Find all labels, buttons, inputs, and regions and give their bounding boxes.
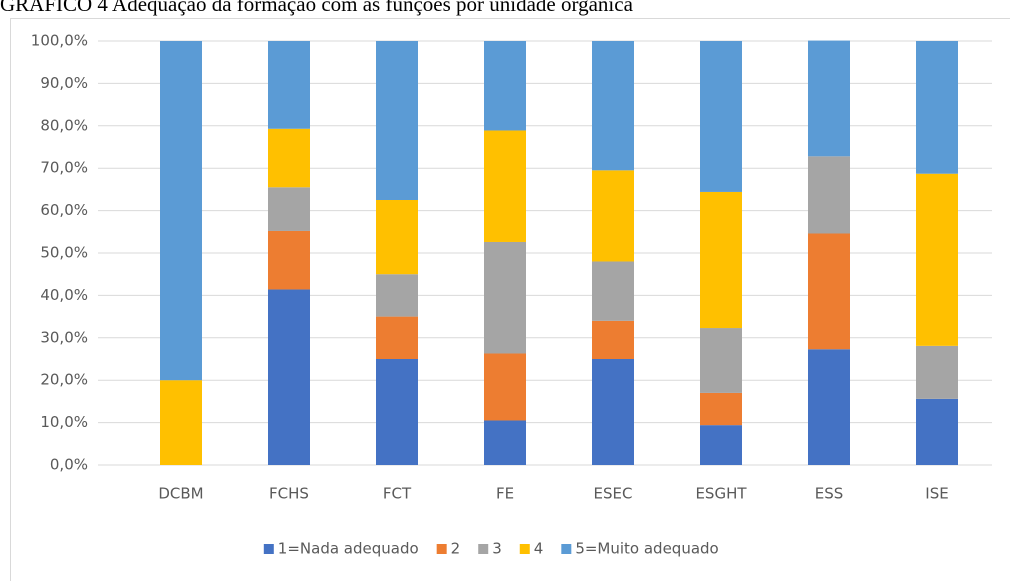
bar-segment (700, 425, 742, 465)
y-tick-label: 30,0% (40, 328, 88, 346)
bar-segment (376, 200, 418, 275)
bar-segment (700, 328, 742, 393)
bar-segment (808, 233, 850, 350)
bar-segment (592, 320, 634, 359)
bar-segment (592, 170, 634, 262)
bar-segment (484, 420, 526, 465)
bar-segment (592, 261, 634, 321)
x-tick-label: FE (496, 485, 514, 503)
bar-segment (268, 41, 310, 129)
y-tick-label: 80,0% (40, 116, 88, 134)
bar-segment (484, 41, 526, 131)
legend-label: 1=Nada adequado (278, 540, 419, 558)
legend-swatch (436, 544, 447, 554)
bar-segment (700, 191, 742, 329)
bar-segment (808, 156, 850, 234)
x-tick-label: FCT (383, 485, 412, 503)
bar-segment (916, 398, 958, 465)
bar-segment (700, 392, 742, 426)
y-tick-label: 60,0% (40, 201, 88, 219)
bar-segment (700, 41, 742, 192)
y-tick-label: 20,0% (40, 371, 88, 389)
y-tick-label: 40,0% (40, 286, 88, 304)
bar-segment (592, 41, 634, 171)
bar-segment (160, 41, 202, 381)
legend-swatch (561, 544, 572, 554)
bar-segment (484, 130, 526, 242)
x-tick-label: FCHS (269, 485, 309, 503)
legend-swatch (519, 544, 530, 554)
bar-segment (268, 187, 310, 231)
bar-segment (160, 380, 202, 465)
y-tick-label: 0,0% (50, 456, 88, 474)
legend-swatch (478, 544, 489, 554)
bar-segment (376, 274, 418, 317)
bar-segment (376, 359, 418, 465)
bar-segment (808, 40, 850, 157)
y-tick-label: 50,0% (40, 244, 88, 262)
bar-segment (916, 173, 958, 346)
y-tick-label: 10,0% (40, 413, 88, 431)
bar-segment (268, 128, 310, 188)
bar-segment (916, 41, 958, 174)
bar-segment (376, 316, 418, 359)
y-tick-label: 70,0% (40, 159, 88, 177)
bar-segment (808, 349, 850, 465)
y-tick-label: 90,0% (40, 74, 88, 92)
x-tick-label: ESEC (594, 485, 633, 503)
x-tick-label: ESGHT (695, 485, 747, 503)
bar-segment (376, 41, 418, 200)
legend-swatch (263, 544, 274, 554)
legend-label: 5=Muito adequado (575, 540, 718, 558)
x-tick-label: DCBM (158, 485, 203, 503)
bar-segment (484, 241, 526, 354)
bar-segment (592, 359, 634, 465)
chart-title: GRÁFICO 4 Adequação da formação com as f… (0, 0, 634, 16)
legend-label: 2 (451, 540, 461, 558)
bar-segment (484, 353, 526, 421)
legend-label: 4 (534, 540, 544, 558)
legend-label: 3 (492, 540, 502, 558)
x-tick-label: ISE (925, 485, 948, 503)
bar-segment (268, 230, 310, 290)
x-tick-label: ESS (815, 485, 844, 503)
bar-segment (916, 345, 958, 399)
y-tick-label: 100,0% (31, 32, 88, 50)
bar-segment (268, 289, 310, 465)
